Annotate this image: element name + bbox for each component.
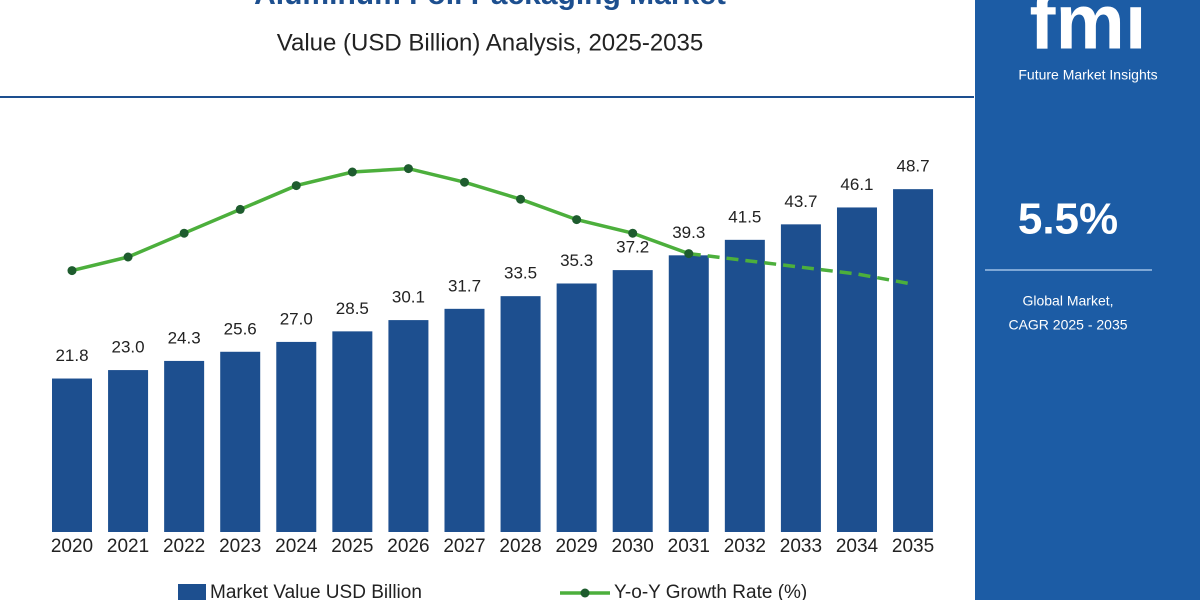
chart-subtitle: Value (USD Billion) Analysis, 2025-2035 (277, 29, 703, 56)
x-tick-label: 2025 (331, 536, 373, 557)
value-label: 39.3 (672, 223, 705, 242)
bar (780, 224, 821, 533)
value-label: 37.2 (616, 238, 649, 257)
bar (388, 320, 429, 532)
value-label: 41.5 (728, 207, 761, 226)
bar (556, 283, 597, 532)
x-tick-label: 2034 (836, 536, 879, 557)
growth-marker (628, 228, 638, 238)
x-tick-label: 2033 (780, 536, 822, 557)
bar (612, 270, 653, 532)
value-label: 46.1 (840, 175, 873, 194)
value-label: 33.5 (504, 264, 537, 283)
bar (444, 308, 485, 532)
growth-marker (291, 181, 301, 191)
growth-marker (459, 177, 469, 187)
cagr-label: CAGR 2025 - 2035 (1008, 317, 1127, 333)
x-tick-label: 2032 (724, 536, 766, 557)
bar (220, 351, 261, 532)
x-tick-label: 2021 (107, 536, 149, 557)
bar (500, 296, 541, 532)
x-tick-label: 2030 (612, 536, 654, 557)
value-label: 23.0 (112, 338, 145, 357)
value-label: 35.3 (560, 251, 593, 270)
bar (836, 207, 877, 532)
value-label: 25.6 (224, 319, 257, 338)
cagr-label: Global Market, (1022, 293, 1113, 309)
legend-label: Y-o-Y Growth Rate (%) (614, 582, 807, 600)
growth-marker (572, 215, 582, 225)
bar (276, 341, 317, 532)
bar (164, 360, 205, 532)
value-label: 27.0 (280, 309, 313, 328)
value-label: 21.8 (55, 346, 88, 365)
bar (893, 189, 934, 533)
logo: fmi (1030, 0, 1147, 66)
growth-marker (179, 228, 189, 238)
value-label: 28.5 (336, 299, 369, 318)
bar (108, 370, 149, 532)
growth-marker (67, 266, 77, 276)
growth-marker (684, 249, 694, 259)
x-tick-label: 2035 (892, 536, 934, 557)
growth-marker (123, 252, 133, 262)
growth-marker (516, 194, 526, 204)
value-label: 24.3 (168, 328, 201, 347)
growth-marker (347, 167, 357, 177)
legend-swatch (178, 584, 206, 600)
growth-marker (403, 164, 413, 174)
bar (52, 378, 92, 532)
x-tick-label: 2020 (51, 536, 93, 557)
x-tick-label: 2022 (163, 536, 205, 557)
x-tick-label: 2023 (219, 536, 261, 557)
legend-swatch (580, 588, 590, 598)
x-tick-label: 2024 (275, 536, 318, 557)
legend-label: Market Value USD Billion (210, 582, 422, 600)
x-tick-label: 2026 (387, 536, 429, 557)
bar (332, 331, 373, 532)
chart-title: Aluminum Foil Packaging Market (254, 0, 726, 11)
value-label: 31.7 (448, 276, 481, 295)
x-tick-label: 2031 (668, 536, 710, 557)
value-label: 43.7 (784, 192, 817, 211)
growth-line (71, 166, 690, 273)
x-tick-label: 2027 (443, 536, 485, 557)
growth-marker (235, 204, 245, 214)
bar (724, 239, 765, 532)
side-panel (975, 0, 1200, 600)
value-label: 48.7 (897, 157, 930, 176)
cagr-value: 5.5% (1018, 195, 1118, 244)
x-tick-label: 2028 (499, 536, 541, 557)
brand: Future Market Insights (1018, 67, 1157, 83)
value-label: 30.1 (392, 288, 425, 307)
bar (668, 255, 709, 532)
x-tick-label: 2029 (555, 536, 597, 557)
